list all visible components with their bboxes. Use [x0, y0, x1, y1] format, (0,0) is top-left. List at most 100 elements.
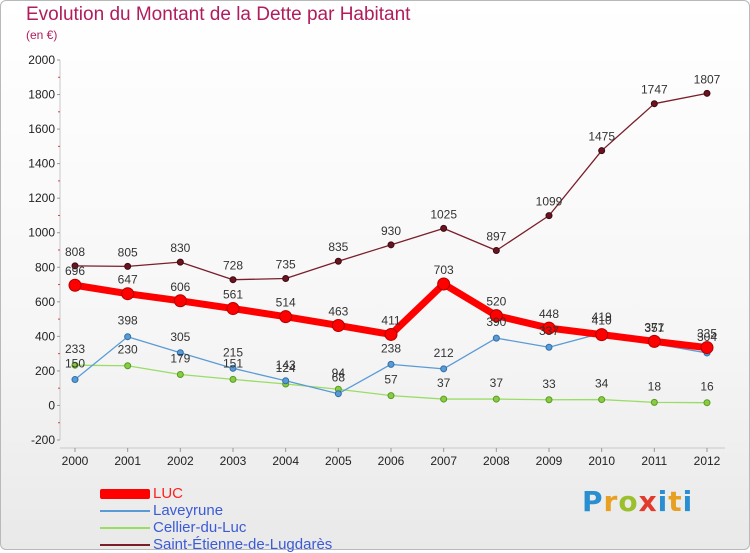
- data-label: 390: [486, 315, 506, 329]
- data-label: 703: [434, 263, 454, 277]
- y-tick-label: 0: [48, 398, 55, 412]
- data-label: 448: [539, 307, 559, 321]
- data-label: 728: [223, 259, 243, 273]
- data-label: 150: [65, 357, 85, 371]
- x-tick-label: 2006: [378, 454, 405, 468]
- data-point: [124, 262, 132, 270]
- data-label: 16: [700, 380, 714, 394]
- y-tick-label: 2000: [28, 53, 55, 67]
- data-label: 34: [595, 377, 609, 391]
- chart-axes: -200 0 200 400 600 800 1000 1200 1400 1600 1800 200…: [28, 53, 725, 468]
- data-point: [647, 334, 661, 348]
- data-label: 94: [332, 366, 346, 380]
- legend-label-luc: LUC: [153, 485, 184, 502]
- data-label: 520: [486, 295, 506, 309]
- data-point: [176, 258, 184, 266]
- data-label: 215: [223, 345, 243, 359]
- x-tick-label: 2005: [325, 454, 352, 468]
- data-point: [545, 343, 553, 351]
- data-label: 212: [434, 346, 454, 360]
- legend-swatch-saint-etienne-de-lugdares: [100, 544, 150, 546]
- data-label: 1475: [588, 130, 615, 144]
- data-label: 357: [644, 321, 664, 335]
- x-tick-label: 2012: [694, 454, 721, 468]
- legend-swatch-laveyrune: [100, 510, 150, 512]
- y-tick-label: 1400: [28, 157, 55, 171]
- data-label: 335: [697, 327, 717, 341]
- data-point: [598, 396, 606, 404]
- data-label: 37: [437, 376, 451, 390]
- data-point: [492, 395, 500, 403]
- data-point: [176, 371, 184, 379]
- data-label: 305: [170, 330, 190, 344]
- y-tick-label: 1000: [28, 226, 55, 240]
- data-label: 230: [118, 343, 138, 357]
- data-point: [71, 361, 79, 369]
- data-point: [334, 390, 342, 398]
- data-label: 337: [539, 324, 559, 338]
- data-label: 830: [170, 241, 190, 255]
- data-point: [545, 396, 553, 404]
- data-point: [703, 399, 711, 407]
- data-label: 696: [65, 264, 85, 278]
- legend-label-laveyrune: Laveyrune: [153, 502, 224, 519]
- data-point: [492, 334, 500, 342]
- y-tick-label: 1800: [28, 88, 55, 102]
- x-tick-label: 2008: [483, 454, 510, 468]
- data-point: [387, 241, 395, 249]
- data-label: 57: [384, 373, 398, 387]
- data-point: [229, 276, 237, 284]
- x-tick-label: 2001: [114, 454, 141, 468]
- data-label: 930: [381, 224, 401, 238]
- y-tick-label: 800: [35, 260, 55, 274]
- legend-label-saint-etienne-de-lugdares: Saint-Étienne-de-Lugdarès: [153, 536, 333, 553]
- data-label: 233: [65, 342, 85, 356]
- data-label: 143: [276, 358, 296, 372]
- data-point: [437, 277, 451, 291]
- data-point: [124, 333, 132, 341]
- chart-series: [68, 89, 714, 407]
- data-label: 179: [170, 352, 190, 366]
- data-point: [440, 365, 448, 373]
- data-label: 304: [697, 330, 717, 344]
- data-point: [387, 392, 395, 400]
- x-tick-label: 2010: [588, 454, 615, 468]
- data-point: [387, 360, 395, 368]
- legend-swatch-luc: [100, 489, 150, 499]
- data-point: [650, 100, 658, 108]
- data-label: 1807: [694, 72, 721, 86]
- data-label: 68: [332, 371, 346, 385]
- data-point: [598, 147, 606, 155]
- data-label: 410: [592, 314, 612, 328]
- x-tick-label: 2011: [641, 454, 667, 468]
- data-point: [124, 362, 132, 370]
- data-point: [229, 364, 237, 372]
- chart-data-labels: 696 647 606 561 514 463 411 703 520 448 410 371 335 1…: [65, 72, 721, 393]
- data-label: 411: [381, 313, 400, 327]
- data-label: 419: [592, 310, 612, 324]
- data-label: 1099: [536, 195, 563, 209]
- data-label: 371: [644, 320, 664, 334]
- data-label: 1747: [641, 83, 668, 97]
- data-label: 124: [276, 361, 296, 375]
- data-label: 238: [381, 341, 401, 355]
- chart-subtitle: (en €): [26, 28, 58, 42]
- data-point: [68, 278, 82, 292]
- data-label: 18: [648, 379, 662, 393]
- data-label: 463: [328, 304, 348, 318]
- data-point: [176, 349, 184, 357]
- data-point: [440, 224, 448, 232]
- data-label: 1025: [430, 207, 457, 221]
- legend-swatch-cellier-du-luc: [100, 527, 150, 529]
- data-point: [71, 376, 79, 384]
- data-label: 151: [223, 356, 243, 370]
- data-point: [71, 262, 79, 270]
- data-point: [489, 309, 503, 323]
- data-label: 606: [170, 280, 190, 294]
- y-tick-label: 1200: [28, 191, 55, 205]
- y-tick-label: 200: [35, 364, 55, 378]
- data-point: [331, 318, 345, 332]
- data-point: [173, 294, 187, 308]
- x-tick-label: 2002: [167, 454, 194, 468]
